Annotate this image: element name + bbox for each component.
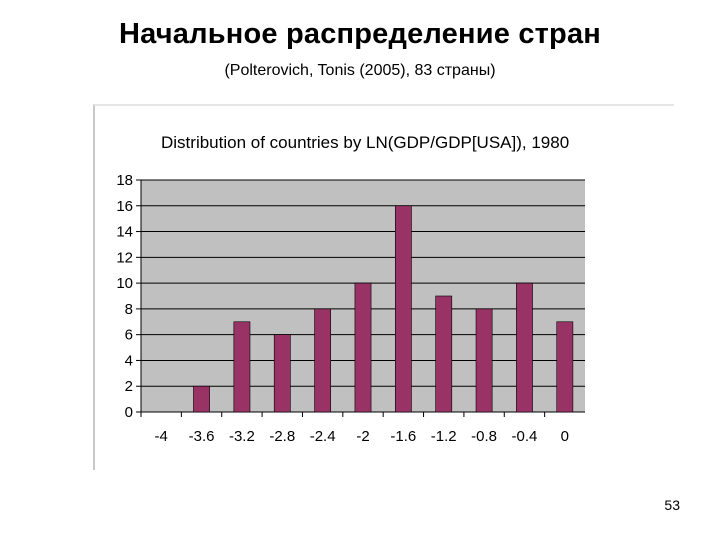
y-tick-label: 0: [125, 404, 133, 421]
x-tick-label: -0.8: [471, 428, 497, 445]
x-tick-label: -2: [356, 428, 369, 445]
y-tick-label: 4: [125, 352, 133, 369]
x-tick-label: -2.8: [269, 428, 295, 445]
y-tick-label: 12: [116, 249, 133, 266]
y-tick-label: 18: [116, 172, 133, 189]
bar: [435, 295, 453, 413]
bar: [516, 282, 533, 413]
bar: [475, 308, 493, 413]
y-tick-label: 2: [125, 378, 133, 395]
bar: [556, 321, 574, 413]
bar: [233, 321, 251, 413]
y-tick-label: 6: [125, 327, 133, 344]
chart-frame: Distribution of countries by LN(GDP/GDP[…: [93, 104, 674, 470]
bar: [273, 334, 291, 413]
y-tick-label: 8: [125, 301, 133, 318]
chart-title: Distribution of countries by LN(GDP/GDP[…: [161, 133, 569, 152]
bar: [314, 308, 332, 413]
bar: [394, 205, 412, 413]
y-tick-label: 16: [116, 198, 133, 215]
x-tick-label: -1.6: [390, 428, 416, 445]
x-tick-label: -3.2: [229, 428, 255, 445]
x-tick-label: -1.2: [431, 428, 457, 445]
y-tick-label: 14: [116, 224, 133, 241]
y-tick-label: 10: [116, 275, 133, 292]
x-tick-label: -0.4: [512, 428, 538, 445]
slide-title: Начальное распределение стран: [118, 18, 602, 50]
x-tick-label: -4: [155, 428, 168, 445]
bar: [193, 385, 210, 413]
slide-subtitle: (Polterovich, Tonis (2005), 83 страны): [224, 62, 496, 79]
x-tick-label: -3.6: [189, 428, 215, 445]
x-tick-label: 0: [561, 428, 569, 445]
bar-chart: Distribution of countries by LN(GDP/GDP[…: [116, 133, 585, 445]
page-number: 53: [664, 497, 680, 513]
x-tick-label: -2.4: [310, 428, 336, 445]
bar: [354, 282, 372, 413]
